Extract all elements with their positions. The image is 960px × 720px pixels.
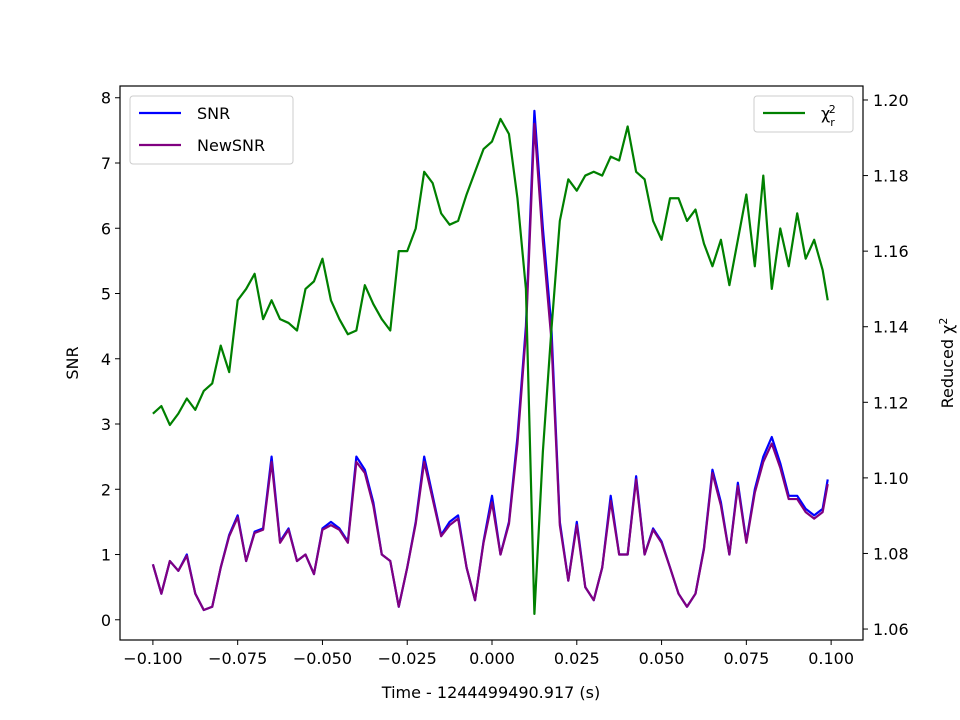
y-tick-label: 6 — [101, 219, 111, 238]
x-tick-label: −0.025 — [378, 649, 437, 668]
y2-tick-label: 1.14 — [873, 318, 909, 337]
x-axis-label: Time - 1244499490.917 (s) — [381, 683, 600, 702]
legend-label: SNR — [197, 104, 230, 123]
y2-tick-label: 1.12 — [873, 393, 909, 412]
x-tick-label: 0.100 — [808, 649, 854, 668]
x-tick-label: 0.075 — [723, 649, 769, 668]
y-tick-label: 8 — [101, 89, 111, 108]
x-tick-label: 0.000 — [469, 649, 515, 668]
x-tick-label: −0.075 — [208, 649, 267, 668]
x-tick-label: 0.050 — [639, 649, 685, 668]
y-axis-label: SNR — [63, 346, 82, 379]
y-tick-label: 3 — [101, 415, 111, 434]
y2-tick-label: 1.20 — [873, 91, 909, 110]
x-tick-label: −0.100 — [123, 649, 182, 668]
data-line — [152, 117, 829, 616]
y-tick-label: 7 — [101, 154, 111, 173]
y2-tick-label: 1.18 — [873, 167, 909, 186]
y-tick-label: 4 — [101, 350, 111, 369]
y2-tick-label: 1.08 — [873, 544, 909, 563]
y-tick-label: 0 — [101, 611, 111, 630]
legend-label: χr2 — [821, 103, 836, 129]
y2-tick-label: 1.06 — [873, 620, 909, 639]
x-tick-label: −0.050 — [293, 649, 352, 668]
data-line — [151, 122, 829, 612]
x-tick-label: 0.025 — [554, 649, 600, 668]
y-tick-label: 5 — [101, 285, 111, 304]
y-tick-label: 2 — [101, 480, 111, 499]
plot-frame — [119, 85, 864, 641]
y-tick-label: 1 — [101, 546, 111, 565]
y2-tick-label: 1.10 — [873, 469, 909, 488]
legend-label: NewSNR — [197, 136, 265, 155]
y2-tick-label: 1.16 — [873, 242, 909, 261]
y2-axis-label: Reduced χ2 — [937, 318, 958, 409]
